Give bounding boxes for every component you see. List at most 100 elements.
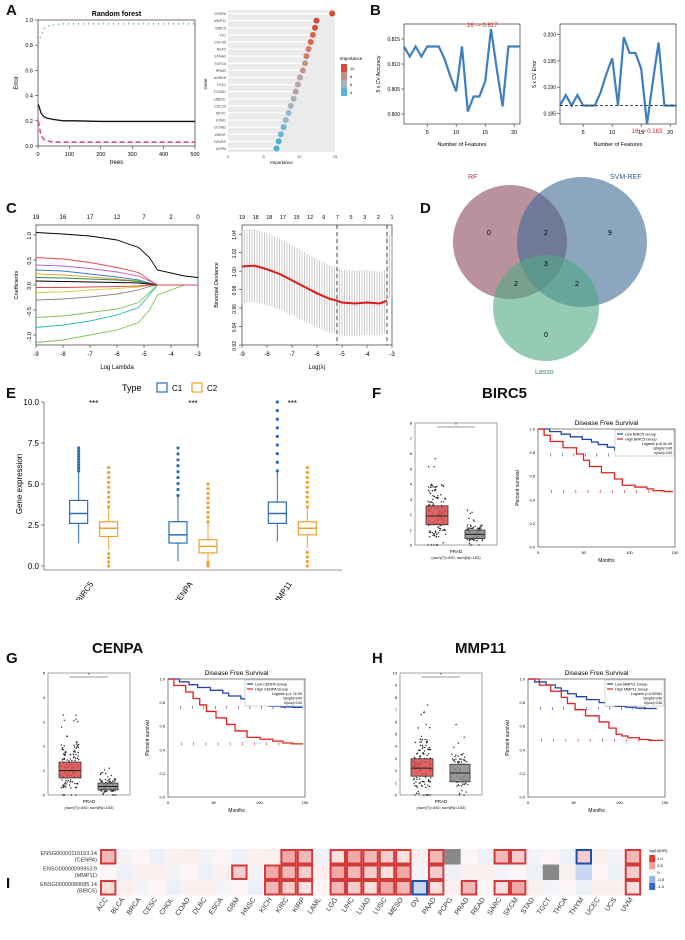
svm-ytick-label: 0.805 (387, 87, 400, 93)
mini-box-point (77, 744, 80, 746)
expr-outlier (305, 564, 309, 568)
mini-box-point (455, 758, 457, 760)
lasso-xtick-label: -6 (114, 352, 120, 358)
km-ytick: 0.4 (159, 747, 165, 752)
mini-box-point (455, 754, 457, 756)
expr-outlier (206, 482, 210, 486)
mini-box-point (433, 534, 436, 537)
lasso-cv-top-tick-label: 9 (322, 215, 325, 221)
imp-gene-label: CCNB1 (214, 126, 226, 130)
heatmap-cell (313, 864, 330, 880)
mini-box-point (73, 749, 76, 752)
expr-outlier (176, 452, 180, 456)
svm-ylabel: 5 x CV Accuracy (376, 55, 382, 92)
mini-box-point (74, 759, 76, 762)
mini-box-point (463, 736, 465, 738)
heatmap-sig-border (362, 849, 379, 865)
km-xtick: 100 (626, 550, 633, 555)
svm-annotation: 16 -> 0.183 (632, 129, 663, 135)
mini-box-point (64, 781, 66, 783)
mini-box-point (431, 501, 433, 504)
imp-gene-label: ZWINT (215, 133, 227, 137)
mini-box-point (426, 794, 429, 796)
mini-box-point (419, 744, 422, 747)
km-xlabel: Months (598, 558, 615, 564)
mmp11-title: MMP11 (455, 640, 506, 657)
mini-box-point (435, 536, 437, 538)
mini-box-point (421, 744, 424, 747)
mini-box-point (455, 723, 457, 726)
lasso-cv-ytick-label: 1.04 (232, 230, 238, 240)
heatmap-sig-border (378, 849, 396, 865)
expr-outlier (77, 469, 81, 473)
rf-ytick-label: 0.2 (25, 119, 33, 125)
svm-xtick-label: 5 (582, 130, 585, 136)
svm-xlabel: Number of Features (438, 142, 487, 148)
imp-xtick-label: 5 (263, 154, 266, 159)
mini-box-point (422, 746, 424, 748)
mini-box-point (102, 792, 104, 795)
mini-box-point (414, 794, 416, 796)
mini-box-point (114, 794, 117, 796)
mini-box-point (462, 759, 465, 761)
birc5-title: BIRC5 (482, 385, 528, 402)
mini-box-ytick: 8 (395, 695, 398, 700)
heatmap-cell (428, 849, 445, 865)
svm-line (559, 36, 676, 125)
expr-outlier (206, 501, 210, 505)
heatmap-sig-border (100, 880, 117, 896)
expr-box (69, 499, 89, 524)
mini-box-point (442, 529, 444, 532)
lasso-cv-top-tick-label: 17 (280, 215, 286, 221)
mini-box-point (453, 746, 455, 749)
km-stat-nhigh: n(high)=245 (653, 447, 672, 451)
imp-gene-label: BIRC5 (215, 26, 226, 30)
mini-box-point (427, 748, 429, 750)
mini-box-point (440, 484, 443, 486)
heatmap-cell (247, 880, 264, 896)
mini-box-point (461, 783, 464, 786)
heatmap-cell (362, 849, 379, 865)
mini-box-point (416, 752, 419, 754)
mini-box-point (432, 534, 434, 537)
mini-box-point (425, 723, 427, 726)
imp-point (299, 67, 306, 74)
imp-xtick-label: 0 (227, 154, 230, 159)
heatmap-cell (624, 849, 642, 865)
panel-label-c: C (6, 200, 17, 217)
expr-significance: *** (188, 399, 197, 408)
km-ytick: 1.0 (159, 677, 165, 682)
mini-box-point (75, 794, 77, 796)
expr-outlier (107, 490, 111, 494)
lasso-coef-path (35, 284, 198, 318)
expr-ytick-label: 2.5 (28, 521, 40, 530)
heatmap-cell (592, 864, 609, 880)
rf-ytick-label: 1.0 (25, 18, 33, 24)
mini-box-point (480, 527, 482, 529)
mini-box-point (434, 488, 436, 491)
mini-box-point (426, 739, 428, 741)
lasso-ytick-label: 0.5 (27, 257, 33, 265)
heatmap-sig-border (264, 864, 281, 880)
mini-box-point (435, 496, 437, 499)
mini-box-point (77, 755, 79, 757)
heatmap-col-label: LUSC (372, 897, 388, 916)
expr-ytick-label: 0.0 (28, 562, 40, 571)
mini-box-point (454, 755, 456, 758)
mini-box-point (436, 544, 438, 546)
mini-box-point (419, 738, 422, 740)
heatmap-cell (116, 849, 133, 865)
imp-point (275, 138, 282, 145)
imp-legend-tick: 4 (350, 90, 353, 95)
mini-box-point (443, 528, 446, 531)
expr-gene-label: CENPA (172, 579, 195, 600)
mini-box-point (466, 509, 469, 512)
expr-significance: *** (89, 399, 98, 408)
lasso-coef-path (35, 284, 198, 343)
mini-box-tumor (410, 758, 434, 777)
heatmap-cell (460, 849, 478, 865)
legend-c1-swatch (156, 382, 168, 393)
lasso-cv-ytick-label: 1.00 (232, 267, 238, 277)
svm-ytick-label: 0.190 (543, 85, 556, 91)
mini-box-point (419, 755, 422, 757)
